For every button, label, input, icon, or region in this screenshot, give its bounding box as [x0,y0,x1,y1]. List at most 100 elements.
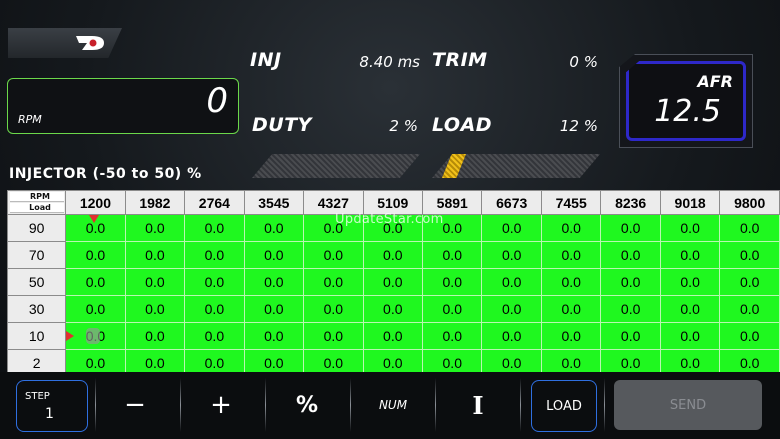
table-cell[interactable]: 0.0 [243,241,305,269]
table-cell[interactable]: 0.0 [184,295,245,323]
table-cell[interactable]: 0.0 [124,241,186,269]
rpm-header: 2764 [184,190,245,215]
duty-value: 2 % [389,117,418,135]
table-cell[interactable]: 0.0 [65,214,126,242]
duty-label: DUTY [252,114,312,136]
afr-display: AFR 12.5 [619,54,753,148]
table-cell[interactable]: 0.0 [303,322,364,350]
step-value: 1 [45,405,54,422]
increase-button[interactable]: + [210,390,232,420]
table-cell[interactable]: 0.0 [243,322,305,350]
table-cell[interactable]: 0.0 [540,268,602,296]
table-cell[interactable]: 0.0 [719,295,780,323]
rpm-label: RPM [18,113,42,126]
table-cell[interactable]: 0.0 [719,214,780,242]
table-cell[interactable]: 0.0 [362,322,424,350]
load-header: 50 [6,268,67,296]
table-cell[interactable]: 0.0 [303,241,364,269]
table-cell[interactable]: 0.0 [243,295,305,323]
load-position-marker [66,331,75,341]
table-corner: RPM Load [6,190,67,215]
decrease-button[interactable]: − [124,390,146,420]
table-cell[interactable]: 0.0 [659,241,721,269]
trim-value: 0 % [569,53,598,71]
table-cell[interactable]: 0.0 [124,214,186,242]
table-cell[interactable]: 0.0 [362,295,424,323]
table-cell[interactable]: 0.0 [65,268,126,296]
table-cell[interactable]: 0.0 [600,295,661,323]
table-cell[interactable]: 0.0 [243,214,305,242]
table-cell[interactable]: 0.0 [303,214,364,242]
table-cell[interactable]: 0.0 [481,241,542,269]
load-value: 12 % [559,117,598,135]
table-cell[interactable]: 0.0 [65,295,126,323]
rpm-header: 4327 [303,190,364,215]
brand-logo-icon [76,36,104,50]
table-cell[interactable]: 0.0 [422,241,483,269]
rpm-axis-label: RPM [10,192,64,202]
toolbar-divider [180,378,181,432]
table-cell[interactable]: 0.0 [659,268,721,296]
rpm-header: 9800 [719,190,780,215]
table-cell[interactable]: 0.0 [600,214,661,242]
table-cell[interactable]: 0.0 [481,322,542,350]
table-cell[interactable]: 0.0 [184,268,245,296]
num-button[interactable]: NUM [378,398,408,412]
table-cell[interactable]: 0.0 [540,322,602,350]
rpm-header: 1982 [124,190,186,215]
rpm-value: 0 [206,81,228,121]
rpm-header: 7455 [540,190,602,215]
table-cell[interactable]: 0.0 [719,241,780,269]
table-cell[interactable]: 0.0 [422,295,483,323]
table-cell[interactable]: 0.0 [600,322,661,350]
table-cell[interactable]: 0.0 [184,214,245,242]
load-header: 30 [6,295,67,323]
table-cell[interactable]: 0.0 [124,295,186,323]
table-cell[interactable]: 0.0 [243,268,305,296]
table-cell[interactable]: 0.0 [719,268,780,296]
load-button[interactable]: LOAD [531,380,597,432]
step-button[interactable]: STEP 1 [16,380,88,432]
table-cell[interactable]: 0.0 [362,241,424,269]
table-cell[interactable]: 0.0 [719,322,780,350]
table-cell[interactable]: 0.0 [303,268,364,296]
table-cell[interactable]: 0.0 [659,322,721,350]
table-cell[interactable]: 0.0 [362,268,424,296]
toolbar-divider [520,378,521,432]
table-cell[interactable]: 0.0 [540,241,602,269]
percent-button[interactable]: % [295,392,319,418]
send-button[interactable]: SEND [614,380,762,430]
table-cell[interactable]: 0.0 [600,268,661,296]
table-cell[interactable]: 0.0 [422,214,483,242]
table-cell[interactable]: 0.0 [600,241,661,269]
table-cell[interactable]: 0.0 [65,322,126,350]
table-cell[interactable]: 0.0 [124,268,186,296]
table-cell[interactable]: 0.0 [124,322,186,350]
load-bar [432,154,600,178]
table-cell[interactable]: 0.0 [184,241,245,269]
cursor-button[interactable]: I [472,390,484,420]
table-cell[interactable]: 0.0 [422,268,483,296]
table-cell[interactable]: 0.0 [481,268,542,296]
table-row: 10 0.0 0.0 0.0 0.0 0.0 0.0 0.0 0.0 0.0 0… [6,322,780,350]
rpm-header: 8236 [600,190,661,215]
inj-value: 8.40 ms [359,53,420,71]
table-cell[interactable]: 0.0 [65,241,126,269]
load-label: LOAD [432,114,493,136]
rpm-header: 5891 [422,190,483,215]
table-cell[interactable]: 0.0 [422,322,483,350]
table-cell[interactable]: 0.0 [540,295,602,323]
toolbar-divider [265,378,266,432]
table-cell[interactable]: 0.0 [540,214,602,242]
trim-label: TRIM [432,49,488,71]
table-row: 30 0.0 0.0 0.0 0.0 0.0 0.0 0.0 0.0 0.0 0… [6,295,780,323]
table-cell[interactable]: 0.0 [659,214,721,242]
table-cell[interactable]: 0.0 [659,295,721,323]
toolbar-divider [350,378,351,432]
toolbar-divider [95,378,96,432]
table-cell[interactable]: 0.0 [481,295,542,323]
table-cell[interactable]: 0.0 [303,295,364,323]
toolbar-divider [435,378,436,432]
table-cell[interactable]: 0.0 [184,322,245,350]
table-cell[interactable]: 0.0 [481,214,542,242]
